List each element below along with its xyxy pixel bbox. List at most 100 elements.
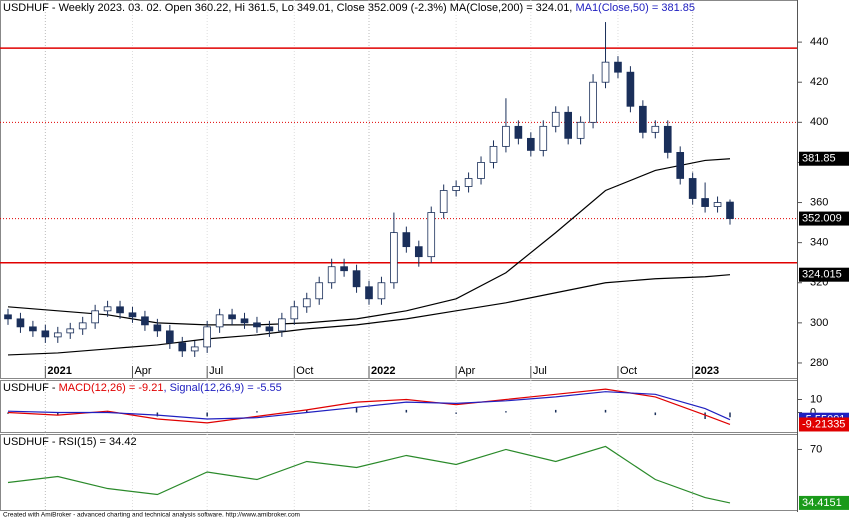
x-tick-label: 2023 (695, 365, 719, 377)
candle-body (29, 326, 37, 332)
value-tag-label: 352.009 (802, 212, 842, 224)
candle-body (228, 314, 236, 320)
value-tag-label: -9.21335 (802, 418, 845, 430)
candle-body (253, 322, 261, 328)
candle-body (477, 162, 485, 179)
candle-body (340, 266, 348, 272)
candle-body (16, 318, 25, 328)
candle-body (701, 198, 709, 207)
candle-body (639, 105, 647, 133)
candle-body (551, 111, 560, 127)
y-tick-label: 10 (810, 393, 822, 405)
candle-body (141, 316, 149, 326)
value-tag-box (799, 211, 849, 226)
candle-body (564, 111, 572, 139)
candle-body (278, 318, 286, 332)
candle-body (116, 306, 124, 314)
panel-title: USDHUF - MACD(12,26) = -9.21, Signal(12,… (3, 382, 282, 394)
candle-body (327, 266, 336, 284)
candle-body (302, 298, 311, 308)
candle-body (240, 318, 249, 324)
y-tick-label: 340 (810, 237, 828, 249)
candle-body (377, 282, 386, 300)
candle-body (651, 125, 660, 133)
x-tick-label: 2022 (371, 365, 395, 377)
candle-body (676, 152, 685, 179)
panel-title-part: , Signal(12,26,9) = -5.55 (163, 382, 281, 394)
y-tick-label: 280 (810, 357, 828, 369)
candle-body (514, 125, 523, 139)
candle-body (663, 125, 672, 153)
candle-body (315, 282, 324, 300)
candle-body (576, 121, 585, 139)
candle-body (614, 61, 622, 73)
y-tick-label: 400 (810, 116, 828, 128)
candle-body (91, 310, 99, 324)
y-tick-label: 0 (810, 406, 816, 418)
candle-body (290, 306, 299, 320)
x-tick-label: Jul (533, 365, 547, 377)
candle-body (726, 201, 734, 219)
panel-title: USDHUF - RSI(15) = 34.42 (3, 436, 137, 448)
y-tick-label: 440 (810, 36, 828, 48)
panel-title-part: USDHUF - Weekly 2023. 03. 02. Open 360.2… (3, 2, 575, 14)
candle-body (539, 125, 548, 151)
panel-title-part: USDHUF - (3, 382, 59, 394)
y-tick-label: 420 (810, 76, 828, 88)
candle-body (203, 326, 211, 348)
candle-body (4, 314, 12, 320)
candle-body (103, 306, 112, 312)
candle-body (265, 326, 274, 332)
candle-body (178, 342, 187, 352)
candle-body (78, 322, 87, 330)
candle-body (601, 61, 610, 83)
x-tick-label: 2021 (47, 365, 71, 377)
candle-body (402, 232, 411, 248)
candle-body (427, 212, 436, 258)
candle-body (66, 328, 75, 334)
indicator-line (7, 274, 731, 356)
candle-body (153, 324, 162, 332)
value-tag-box (799, 495, 849, 510)
candle-body (414, 246, 423, 258)
value-tag-label: 381.85 (802, 153, 836, 165)
candle-body (502, 125, 510, 147)
candle-body (626, 71, 635, 107)
candle-body (390, 232, 398, 284)
value-tag-label: 324.015 (802, 269, 842, 281)
value-tag-box (799, 151, 849, 166)
y-tick-label: 70 (810, 443, 822, 455)
panel-title-part: MACD(12,26) = -9.21 (59, 382, 164, 394)
candle-body (452, 186, 460, 191)
candle-body (128, 312, 137, 318)
candle-body (527, 137, 535, 151)
panel-title-part: MA1(Close,50) = 381.85 (575, 2, 695, 14)
y-tick-label: 300 (810, 317, 828, 329)
candle-body (464, 178, 473, 187)
candle-body (215, 314, 224, 328)
candle-body (713, 202, 722, 207)
y-tick-label: 360 (810, 196, 828, 208)
candle-body (489, 145, 498, 163)
x-tick-label: Apr (134, 365, 151, 377)
value-tag-box (799, 417, 849, 432)
candle-body (190, 346, 199, 352)
candle-body (365, 286, 373, 300)
x-tick-label: Apr (458, 365, 475, 377)
candle-body (53, 332, 62, 338)
indicator-line (7, 391, 731, 421)
candle-body (439, 190, 448, 213)
panel-title-part: USDHUF - RSI(15) = 34.42 (3, 436, 137, 448)
candle-body (352, 270, 361, 288)
candle-body (166, 330, 174, 344)
x-tick-label: Jul (209, 365, 223, 377)
candle-body (688, 178, 697, 199)
footer: Created with AmiBroker - advanced charti… (3, 512, 300, 519)
x-tick-label: Oct (296, 365, 313, 377)
candle-body (589, 81, 597, 123)
value-tag-label: 34.4151 (802, 497, 842, 509)
value-tag-box (799, 267, 849, 282)
candle-body (41, 330, 50, 338)
